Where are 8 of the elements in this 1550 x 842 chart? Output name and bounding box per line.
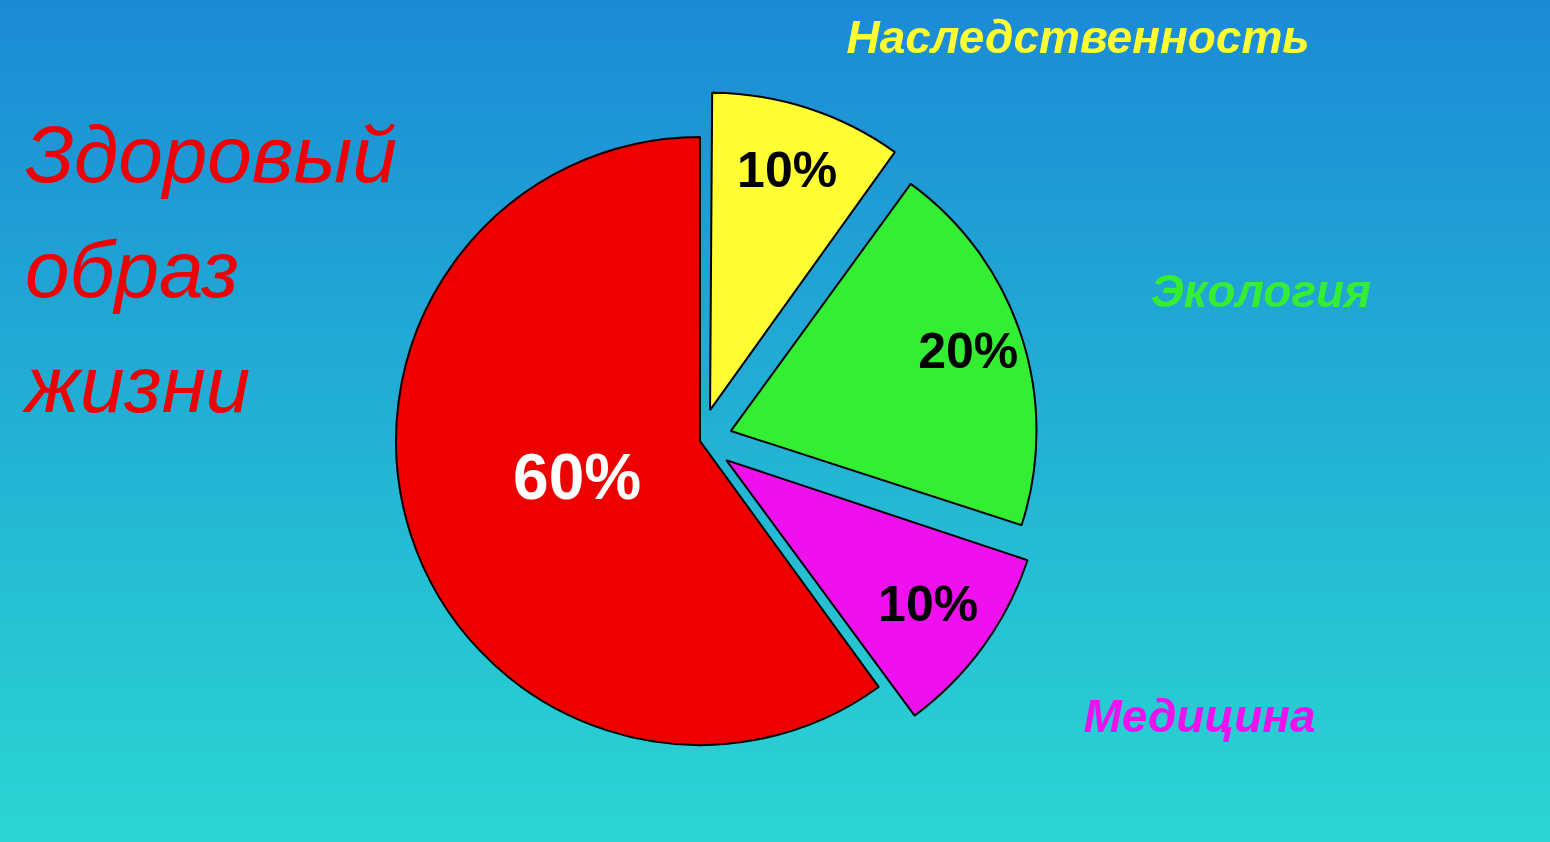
data-label: 60% bbox=[513, 440, 642, 513]
slice-label: Экология bbox=[1150, 265, 1372, 318]
slice-label: Наследственность bbox=[846, 10, 1310, 63]
data-label: 20% bbox=[918, 322, 1019, 379]
slice-label: Здоровый образ жизни bbox=[22, 110, 397, 430]
slice-label: Медицина bbox=[1083, 690, 1316, 743]
data-label: 10% bbox=[878, 575, 979, 632]
data-label: 10% bbox=[737, 141, 838, 198]
